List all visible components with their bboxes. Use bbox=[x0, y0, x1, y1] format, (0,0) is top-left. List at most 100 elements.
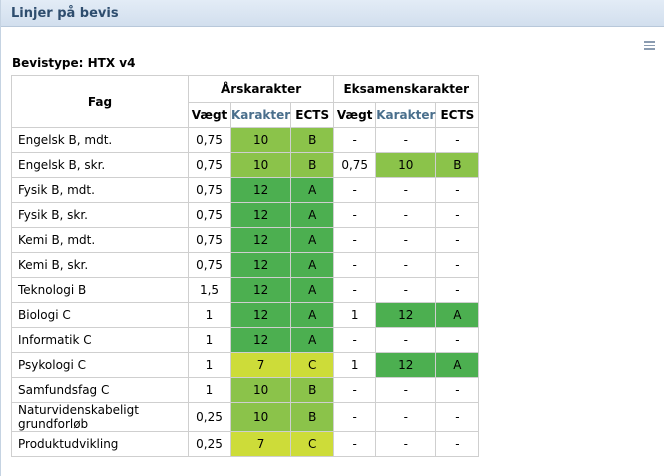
hamburger-menu-icon[interactable] bbox=[644, 41, 655, 50]
cell-eks-vaegt: - bbox=[333, 252, 377, 278]
cell-aars-karakter: 12 bbox=[229, 327, 292, 353]
table-row: Psykologi C 1 7 C 1 12 A bbox=[11, 352, 480, 378]
cell-fag: Fysik B, mdt. bbox=[11, 177, 189, 203]
cell-eks-ects: - bbox=[435, 377, 480, 403]
cell-fag: Naturvidenskabeligt grundforløb bbox=[11, 402, 189, 432]
table-row: Kemi B, mdt. 0,75 12 A - - - bbox=[11, 227, 480, 253]
cell-eks-ects: - bbox=[435, 402, 480, 432]
cell-eks-ects: - bbox=[435, 252, 480, 278]
cell-aars-vaegt: 0,75 bbox=[188, 127, 231, 153]
table-row: Biologi C 1 12 A 1 12 A bbox=[11, 302, 480, 328]
table-row: Naturvidenskabeligt grundforløb 0,25 10 B - -… bbox=[11, 402, 480, 432]
cell-aars-karakter: 7 bbox=[229, 352, 292, 378]
cell-eks-karakter: - bbox=[375, 252, 437, 278]
cell-aars-karakter: 12 bbox=[229, 302, 292, 328]
cell-eks-karakter: - bbox=[375, 402, 437, 432]
table-row: Fysik B, mdt. 0,75 12 A - - - bbox=[11, 177, 480, 203]
cell-aars-vaegt: 1 bbox=[188, 377, 231, 403]
cell-aars-ects: C bbox=[290, 431, 335, 457]
cell-eks-ects: B bbox=[435, 152, 480, 178]
header-eksamenskarakter: Eksamenskarakter bbox=[333, 75, 480, 103]
cell-eks-vaegt: 1 bbox=[333, 302, 377, 328]
cell-aars-ects: A bbox=[290, 202, 335, 228]
cell-eks-karakter: - bbox=[375, 277, 437, 303]
cell-fag: Teknologi B bbox=[11, 277, 189, 303]
cell-eks-ects: A bbox=[435, 352, 480, 378]
cell-aars-karakter: 12 bbox=[229, 202, 292, 228]
table-row: Fysik B, skr. 0,75 12 A - - - bbox=[11, 202, 480, 228]
cell-eks-vaegt: - bbox=[333, 431, 377, 457]
table-row: Produktudvikling 0,25 7 C - - - bbox=[11, 431, 480, 457]
cell-aars-ects: A bbox=[290, 252, 335, 278]
table-row: Engelsk B, mdt. 0,75 10 B - - - bbox=[11, 127, 480, 153]
cell-aars-ects: A bbox=[290, 327, 335, 353]
cell-eks-vaegt: - bbox=[333, 202, 377, 228]
cell-eks-vaegt: - bbox=[333, 402, 377, 432]
cell-aars-vaegt: 0,75 bbox=[188, 152, 231, 178]
cell-eks-karakter: 12 bbox=[375, 352, 437, 378]
cell-aars-vaegt: 1,5 bbox=[188, 277, 231, 303]
cell-aars-ects: B bbox=[290, 377, 335, 403]
cell-fag: Produktudvikling bbox=[11, 431, 189, 457]
cell-eks-karakter: - bbox=[375, 202, 437, 228]
cell-eks-ects: - bbox=[435, 277, 480, 303]
cell-aars-ects: A bbox=[290, 277, 335, 303]
cell-fag: Kemi B, mdt. bbox=[11, 227, 189, 253]
cell-aars-vaegt: 0,25 bbox=[188, 402, 231, 432]
table-row: Engelsk B, skr. 0,75 10 B 0,75 10 B bbox=[11, 152, 480, 178]
cell-fag: Engelsk B, skr. bbox=[11, 152, 189, 178]
cell-eks-karakter: - bbox=[375, 377, 437, 403]
table-row: Informatik C 1 12 A - - - bbox=[11, 327, 480, 353]
cell-aars-vaegt: 1 bbox=[188, 352, 231, 378]
header-eks-ects: ECTS bbox=[435, 102, 480, 128]
cell-eks-karakter: - bbox=[375, 177, 437, 203]
cell-aars-ects: A bbox=[290, 302, 335, 328]
cell-eks-karakter: 12 bbox=[375, 302, 437, 328]
cell-eks-ects: - bbox=[435, 431, 480, 457]
grades-table-body: Engelsk B, mdt. 0,75 10 B - - - Engelsk B, skr.… bbox=[11, 127, 480, 457]
cell-fag: Engelsk B, mdt. bbox=[11, 127, 189, 153]
table-row: Samfundsfag C 1 10 B - - - bbox=[11, 377, 480, 403]
cell-eks-vaegt: - bbox=[333, 227, 377, 253]
cell-aars-ects: A bbox=[290, 177, 335, 203]
cell-eks-karakter: - bbox=[375, 327, 437, 353]
cell-fag: Psykologi C bbox=[11, 352, 189, 378]
header-fag[interactable]: Fag bbox=[11, 75, 189, 128]
cell-eks-karakter: - bbox=[375, 431, 437, 457]
cell-eks-karakter: 10 bbox=[375, 152, 437, 178]
cell-eks-ects: - bbox=[435, 327, 480, 353]
cell-aars-vaegt: 0,75 bbox=[188, 177, 231, 203]
cell-aars-ects: C bbox=[290, 352, 335, 378]
cell-eks-ects: - bbox=[435, 227, 480, 253]
cell-eks-vaegt: - bbox=[333, 327, 377, 353]
cell-aars-karakter: 12 bbox=[229, 252, 292, 278]
header-eks-vaegt: Vægt bbox=[333, 102, 377, 128]
cell-eks-vaegt: 0,75 bbox=[333, 152, 377, 178]
cell-fag: Samfundsfag C bbox=[11, 377, 189, 403]
cell-fag: Fysik B, skr. bbox=[11, 202, 189, 228]
cell-aars-vaegt: 0,75 bbox=[188, 252, 231, 278]
cell-aars-vaegt: 0,75 bbox=[188, 227, 231, 253]
cell-aars-karakter: 10 bbox=[229, 377, 292, 403]
cell-aars-vaegt: 1 bbox=[188, 302, 231, 328]
cell-aars-ects: B bbox=[290, 127, 335, 153]
cell-eks-vaegt: 1 bbox=[333, 352, 377, 378]
cell-fag: Kemi B, skr. bbox=[11, 252, 189, 278]
cell-eks-vaegt: - bbox=[333, 277, 377, 303]
cell-eks-ects: - bbox=[435, 177, 480, 203]
cell-eks-karakter: - bbox=[375, 227, 437, 253]
header-eks-karakter[interactable]: Karakter bbox=[375, 102, 437, 128]
cell-aars-karakter: 10 bbox=[229, 127, 292, 153]
cell-eks-karakter: - bbox=[375, 127, 437, 153]
header-aars-karakter[interactable]: Karakter bbox=[229, 102, 292, 128]
cell-aars-ects: B bbox=[290, 402, 335, 432]
cell-aars-karakter: 12 bbox=[229, 277, 292, 303]
cell-aars-vaegt: 1 bbox=[188, 327, 231, 353]
panel-header: Linjer på bevis bbox=[1, 0, 664, 27]
header-aars-vaegt: Vægt bbox=[188, 102, 231, 128]
cell-aars-karakter: 12 bbox=[229, 227, 292, 253]
cell-eks-ects: A bbox=[435, 302, 480, 328]
header-aarskarakter: Årskarakter bbox=[187, 75, 335, 103]
cell-eks-vaegt: - bbox=[333, 177, 377, 203]
